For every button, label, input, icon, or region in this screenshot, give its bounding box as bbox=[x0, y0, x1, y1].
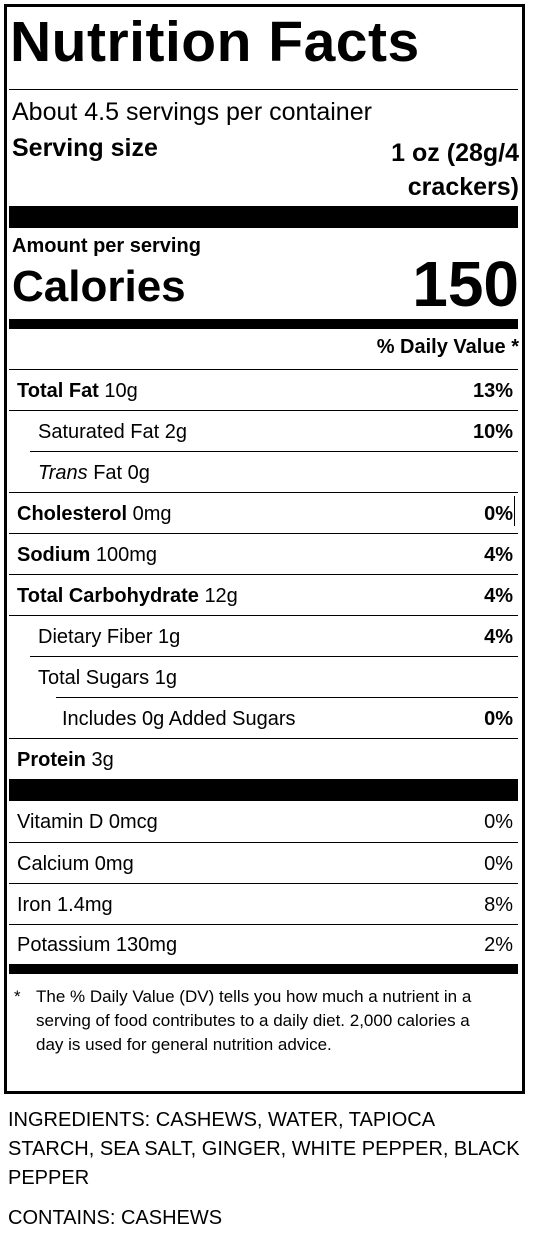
nutrient-name: Total Carbohydrate bbox=[17, 585, 199, 607]
nutrient-amount: 0g bbox=[127, 462, 150, 484]
nutrient-dv: 0% bbox=[484, 503, 513, 525]
nutrient-name: Cholesterol bbox=[17, 503, 128, 525]
divider-thin bbox=[9, 738, 518, 739]
micronutrient-name: Potassium 130mg bbox=[17, 934, 178, 956]
nutrient-dv: 13% bbox=[472, 380, 513, 402]
divider-thin bbox=[9, 842, 518, 843]
micronutrient-name: Iron 1.4mg bbox=[17, 894, 113, 916]
divider-tick bbox=[514, 496, 515, 526]
nutrient-dv: 4% bbox=[484, 544, 513, 566]
ingredients-statement: INGREDIENTS: CASHEWS, WATER, TAPIOCA STA… bbox=[8, 1109, 520, 1189]
divider-thin bbox=[9, 924, 518, 925]
nutrient-amount: 12g bbox=[204, 585, 238, 607]
nutrient-amount: 1g bbox=[154, 667, 177, 689]
micronutrient-dv: 0% bbox=[484, 853, 513, 875]
nutrient-row-added-sugars: Includes 0g Added Sugars 0% bbox=[9, 698, 518, 739]
allergen-statement: CONTAINS: CASHEWS bbox=[8, 1207, 223, 1229]
nutrient-amount: 1g bbox=[158, 626, 181, 648]
nutrient-name: Total Sugars bbox=[38, 667, 150, 689]
divider-thin bbox=[56, 697, 518, 698]
servings-per-container: About 4.5 servings per container bbox=[12, 98, 372, 126]
footnote-text: The % Daily Value (DV) tells you how muc… bbox=[36, 987, 472, 1054]
daily-value-header: % Daily Value * bbox=[376, 336, 519, 358]
nutrient-amount: 3g bbox=[91, 749, 114, 771]
micronutrient-dv: 0% bbox=[484, 811, 513, 833]
micronutrient-row-potassium: Potassium 130mg 2% bbox=[9, 924, 518, 965]
label-title: Nutrition Facts bbox=[10, 10, 420, 74]
divider-thin bbox=[9, 89, 518, 90]
nutrient-row-cholesterol: Cholesterol 0mg 0% bbox=[9, 493, 518, 534]
micronutrient-dv: 2% bbox=[484, 934, 513, 956]
amount-per-serving: Amount per serving bbox=[12, 235, 201, 257]
nutrient-name: Total Fat bbox=[17, 380, 99, 402]
nutrient-row-total-carbohydrate: Total Carbohydrate 12g 4% bbox=[9, 575, 518, 616]
nutrient-name: Includes 0g Added Sugars bbox=[62, 708, 296, 730]
nutrient-dv: 4% bbox=[484, 626, 513, 648]
nutrient-name: Dietary Fiber bbox=[38, 626, 153, 648]
footnote-asterisk: * bbox=[14, 987, 21, 1006]
nutrient-amount: 0mg bbox=[132, 503, 172, 525]
nutrient-dv: 10% bbox=[472, 421, 513, 443]
nutrient-name-suffix: Fat bbox=[93, 462, 123, 484]
nutrient-name: Saturated Fat bbox=[38, 421, 160, 443]
calories-value: 150 bbox=[412, 248, 519, 320]
micronutrient-dv: 8% bbox=[484, 894, 513, 916]
serving-size-label: Serving size bbox=[12, 134, 158, 162]
micronutrient-row-calcium: Calcium 0mg 0% bbox=[9, 843, 518, 884]
divider-thin bbox=[9, 615, 518, 616]
divider-thin bbox=[9, 492, 518, 493]
daily-value-footnote: * The % Daily Value (DV) tells you how m… bbox=[14, 985, 484, 1057]
micronutrient-row-vitamin-d: Vitamin D 0mcg 0% bbox=[9, 801, 518, 842]
serving-size-value-line1: 1 oz (28g/4 bbox=[391, 139, 519, 167]
nutrient-row-saturated-fat: Saturated Fat 2g 10% bbox=[9, 411, 518, 452]
divider-thin bbox=[9, 574, 518, 575]
serving-size-value-line2: crackers) bbox=[407, 173, 519, 201]
micronutrient-name: Vitamin D 0mcg bbox=[17, 811, 158, 833]
nutrient-row-total-sugars: Total Sugars 1g bbox=[9, 657, 518, 698]
nutrient-dv: 4% bbox=[484, 585, 513, 607]
divider-thin bbox=[30, 656, 518, 657]
nutrient-row-sodium: Sodium 100mg 4% bbox=[9, 534, 518, 575]
divider-thin bbox=[9, 533, 518, 534]
nutrient-dv: 0% bbox=[484, 708, 513, 730]
nutrient-row-total-fat: Total Fat 10g 13% bbox=[9, 370, 518, 411]
divider-thin bbox=[30, 451, 518, 452]
nutrient-amount: 2g bbox=[164, 421, 187, 443]
divider-thick bbox=[9, 206, 518, 228]
nutrient-amount: 10g bbox=[104, 380, 138, 402]
micronutrient-name: Calcium 0mg bbox=[17, 853, 134, 875]
calories-label: Calories bbox=[12, 262, 186, 311]
nutrient-row-trans-fat: Trans Fat 0g bbox=[9, 452, 518, 493]
divider-thin bbox=[9, 883, 518, 884]
divider-thin bbox=[9, 410, 518, 411]
serving-size-value: 1 oz (28g/4 crackers) bbox=[391, 136, 519, 204]
nutrition-facts-label bbox=[4, 4, 525, 1094]
nutrient-name: Sodium bbox=[17, 544, 91, 566]
nutrient-row-protein: Protein 3g bbox=[9, 739, 518, 780]
divider-thick bbox=[9, 779, 518, 801]
nutrient-row-dietary-fiber: Dietary Fiber 1g 4% bbox=[9, 616, 518, 657]
nutrient-amount: 100mg bbox=[95, 544, 158, 566]
nutrient-name: Trans bbox=[38, 462, 88, 484]
nutrient-name: Protein bbox=[17, 749, 86, 771]
micronutrient-row-iron: Iron 1.4mg 8% bbox=[9, 884, 518, 925]
divider-thin bbox=[9, 369, 518, 370]
divider-medium bbox=[9, 319, 518, 329]
divider-medium bbox=[9, 964, 518, 974]
